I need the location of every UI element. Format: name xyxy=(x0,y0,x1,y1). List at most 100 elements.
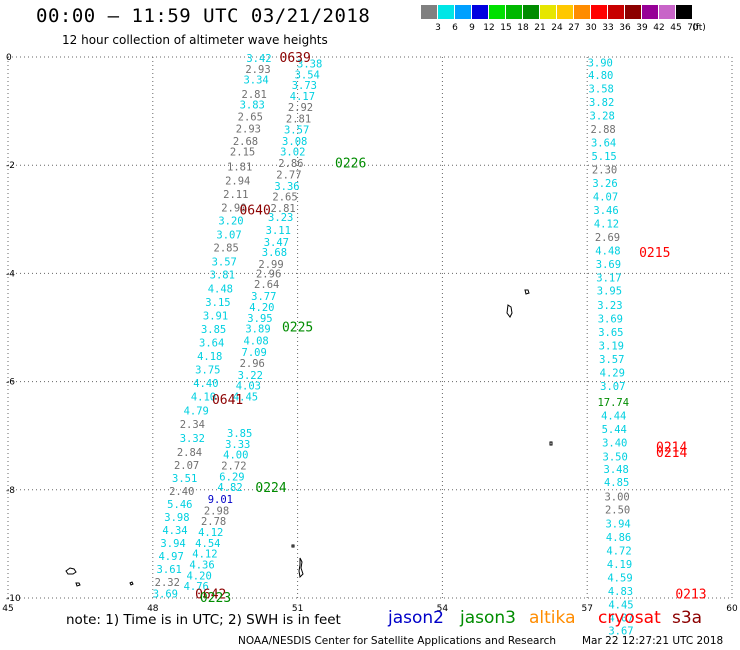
wave-height-value: 4.45 xyxy=(608,599,633,611)
legend-swatch xyxy=(557,5,574,19)
wave-height-value: 2.81 xyxy=(286,114,311,126)
wave-height-value: 3.75 xyxy=(195,365,220,377)
wave-height-value: 4.07 xyxy=(608,612,633,624)
wave-height-value: 3.89 xyxy=(245,324,270,336)
wave-height-value: 2.34 xyxy=(180,419,205,431)
lon-tick-label: 57 xyxy=(581,604,592,614)
lon-tick-label: 45 xyxy=(2,604,13,614)
wave-height-value: 3.26 xyxy=(592,178,617,190)
wave-height-value: 4.20 xyxy=(186,570,211,582)
wave-height-value: 3.46 xyxy=(593,205,618,217)
wave-height-value: 2.98 xyxy=(204,505,229,517)
island-coastline xyxy=(75,582,81,587)
wave-height-value: 4.85 xyxy=(604,477,629,489)
legend-swatch xyxy=(489,5,506,19)
wave-height-value: 3.15 xyxy=(205,297,230,309)
lat-tick-label: -6 xyxy=(6,378,15,388)
island-coastline xyxy=(129,581,134,586)
island-coastline xyxy=(506,304,513,318)
legend-swatch xyxy=(523,5,540,19)
wave-height-value: 2.96 xyxy=(256,268,281,280)
wave-height-value: 7.09 xyxy=(242,347,267,359)
legend-label: 30 xyxy=(585,23,597,33)
wave-height-value: 4.48 xyxy=(208,284,233,296)
wave-height-value: 3.58 xyxy=(589,83,614,95)
wave-height-value: 2.72 xyxy=(221,460,246,472)
legend-label: 42 xyxy=(653,23,665,33)
legend-label: 45 xyxy=(670,23,682,33)
wave-height-value: 4.86 xyxy=(606,532,631,544)
legend-label: 12 xyxy=(483,23,495,33)
legend-label: 18 xyxy=(517,23,529,33)
wave-height-value: 5.44 xyxy=(602,424,627,436)
legend-label: 3 xyxy=(435,23,441,33)
legend-swatch xyxy=(506,5,523,19)
wave-height-value: 2.81 xyxy=(242,89,267,101)
wave-height-value: 2.93 xyxy=(236,123,261,135)
wave-height-value: 3.77 xyxy=(251,291,276,303)
wave-height-value: 3.65 xyxy=(598,327,623,339)
wave-height-value: 5.15 xyxy=(591,151,616,163)
legend-swatch xyxy=(642,5,659,19)
wave-height-value: 3.23 xyxy=(268,212,293,224)
satellite-label-jason2: jason2 xyxy=(388,608,444,628)
wave-height-value: 3.20 xyxy=(218,215,243,227)
wave-height-value: 2.68 xyxy=(233,136,258,148)
wave-height-value: 2.81 xyxy=(270,203,295,215)
satellite-label-altika: altika xyxy=(529,608,576,628)
wave-height-value: 4.07 xyxy=(593,192,618,204)
wave-height-value: 2.77 xyxy=(276,169,301,181)
wave-height-value: 4.82 xyxy=(217,482,242,494)
island-coastline xyxy=(298,557,304,579)
wave-height-value: 17.74 xyxy=(597,397,629,409)
wave-height-value: 4.59 xyxy=(607,572,632,584)
legend-label: 6 xyxy=(452,23,458,33)
pass-time-label: 0641 xyxy=(212,393,243,408)
wave-height-value: 3.68 xyxy=(262,247,287,259)
island-coastline xyxy=(291,544,295,548)
legend-label: 21 xyxy=(534,23,546,33)
wave-height-value: 2.86 xyxy=(278,158,303,170)
pass-time-label: 0225 xyxy=(282,320,313,335)
legend-swatch xyxy=(421,5,438,19)
legend-swatch xyxy=(676,5,693,19)
legend-swatch xyxy=(455,5,472,19)
wave-height-value: 6.29 xyxy=(219,471,244,483)
wave-height-value: 3.34 xyxy=(243,75,268,87)
wave-height-value: 3.33 xyxy=(225,439,250,451)
wave-height-value: 3.19 xyxy=(599,340,624,352)
wave-height-value: 2.88 xyxy=(590,124,615,136)
wave-height-value: 4.03 xyxy=(236,380,261,392)
wave-height-value: 4.12 xyxy=(192,549,217,561)
wave-height-value: 3.73 xyxy=(292,80,317,92)
wave-height-value: 3.51 xyxy=(172,473,197,485)
wave-height-value: 2.30 xyxy=(592,165,617,177)
wave-height-value: 2.07 xyxy=(174,460,199,472)
legend-unit: (ft) xyxy=(692,23,706,33)
lat-tick-label: 0 xyxy=(6,53,12,63)
satellite-label-cryosat: cryosat xyxy=(598,608,661,628)
pass-time-label: 0214 xyxy=(656,441,687,456)
wave-height-value: 4.36 xyxy=(189,559,214,571)
island-coastline xyxy=(549,441,553,446)
wave-height-value: 3.54 xyxy=(295,69,320,81)
island-coastline xyxy=(65,567,77,575)
wave-height-value: 9.01 xyxy=(208,494,233,506)
lon-tick-label: 54 xyxy=(437,604,449,614)
wave-height-value: 2.94 xyxy=(225,175,250,187)
wave-height-value: 3.47 xyxy=(264,237,289,249)
wave-height-value: 3.98 xyxy=(164,512,189,524)
wave-height-value: 4.79 xyxy=(184,405,209,417)
wave-height-value: 3.07 xyxy=(600,381,625,393)
wave-height-value: 3.67 xyxy=(608,625,633,637)
wave-height-value: 3.83 xyxy=(240,100,265,112)
lon-tick-label: 60 xyxy=(726,604,738,614)
wave-height-value: 4.18 xyxy=(197,351,222,363)
lat-tick-label: -2 xyxy=(6,161,15,171)
satellite-label-s3a: s3a xyxy=(672,608,703,628)
wave-height-value: 3.17 xyxy=(596,273,621,285)
wave-height-value: 4.08 xyxy=(243,335,268,347)
wave-height-value: 4.44 xyxy=(601,411,626,423)
wave-height-value: 4.29 xyxy=(600,367,625,379)
wave-height-value: 2.85 xyxy=(214,242,239,254)
